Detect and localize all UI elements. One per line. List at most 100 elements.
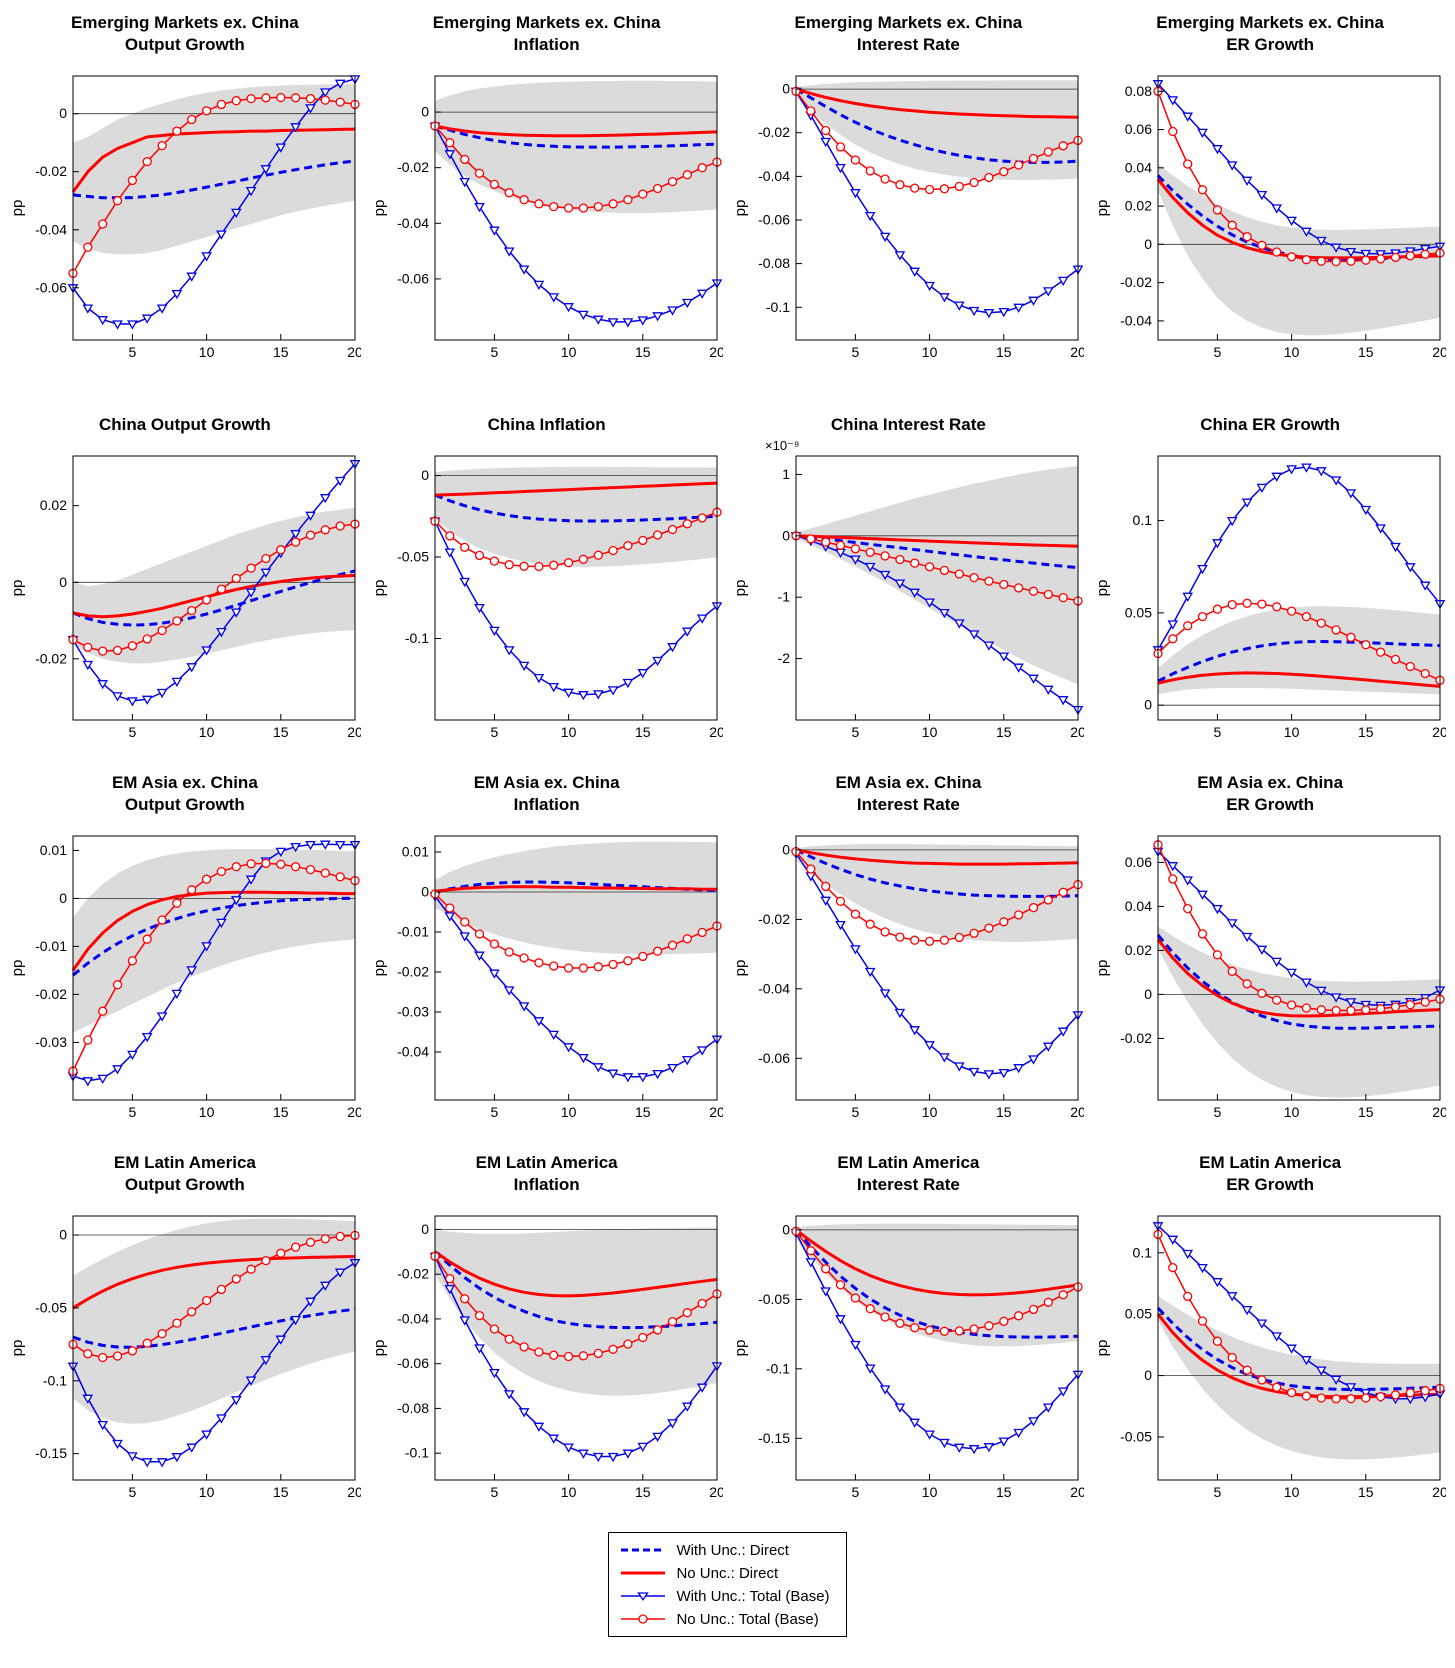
- svg-text:0.05: 0.05: [1125, 604, 1152, 620]
- svg-text:15: 15: [1358, 724, 1374, 740]
- subplot-em-ex-china-output-growth: Emerging Markets ex. China Output Growth…: [4, 6, 366, 382]
- subplot-title-line1: Emerging Markets ex. China: [794, 12, 1023, 32]
- subplot-em-latam-inflation: EM Latin America Inflation 5 10 15 20 0 -0.02…: [366, 1146, 728, 1522]
- subplot-title-line2: Output Growth: [124, 794, 245, 814]
- svg-text:5: 5: [490, 1104, 498, 1120]
- subplot-title: China Output Growth: [99, 386, 271, 436]
- svg-text:10: 10: [922, 344, 938, 360]
- svg-text:20: 20: [347, 1104, 361, 1120]
- legend-label: With Unc.: Direct: [676, 1541, 789, 1559]
- plot-canvas-em-ex-china-er-growth: 5 10 15 20 0.08 0.06 0.04 0.02 0 -0.02 -0.04 pp: [1094, 75, 1446, 360]
- svg-text:10: 10: [1284, 724, 1300, 740]
- svg-text:15: 15: [996, 724, 1012, 740]
- subplot-title-line2: Interest Rate: [856, 34, 960, 54]
- svg-text:0: 0: [783, 841, 791, 857]
- svg-text:15: 15: [273, 1104, 289, 1120]
- svg-text:-0.03: -0.03: [397, 1004, 429, 1020]
- subplot-title-line1: EM Asia ex. China: [111, 772, 258, 792]
- svg-text:-0.05: -0.05: [397, 549, 429, 565]
- svg-text:15: 15: [1358, 344, 1374, 360]
- subplot-title: Emerging Markets ex. China Interest Rate: [795, 6, 1023, 56]
- svg-text:5: 5: [852, 724, 860, 740]
- svg-text:5: 5: [490, 724, 498, 740]
- svg-text:15: 15: [273, 724, 289, 740]
- svg-text:10: 10: [560, 1484, 576, 1500]
- legend-item-with-unc-total: With Unc.: Total (Base): [619, 1587, 830, 1605]
- legend-label: No Unc.: Direct: [676, 1564, 779, 1582]
- subplot-em-asia-inflation: EM Asia ex. China Inflation 5 10 15 20 0.01 0…: [366, 766, 728, 1142]
- svg-text:5: 5: [852, 1104, 860, 1120]
- svg-text:5: 5: [852, 1484, 860, 1500]
- svg-text:0: 0: [1144, 1367, 1152, 1383]
- svg-text:-0.02: -0.02: [35, 650, 67, 666]
- svg-text:-0.1: -0.1: [766, 1360, 790, 1376]
- subplot-title-line1: EM Latin America: [113, 1152, 256, 1172]
- svg-text:0.02: 0.02: [1125, 198, 1152, 214]
- svg-text:10: 10: [1284, 344, 1300, 360]
- svg-text:-0.03: -0.03: [35, 1034, 67, 1050]
- svg-text:×10⁻⁹: ×10⁻⁹: [765, 438, 799, 453]
- svg-text:-0.06: -0.06: [35, 279, 67, 295]
- svg-text:-0.04: -0.04: [758, 980, 790, 996]
- svg-text:0.05: 0.05: [1125, 1306, 1152, 1322]
- subplot-em-ex-china-interest-rate: Emerging Markets ex. China Interest Rate…: [728, 6, 1090, 382]
- svg-text:0.08: 0.08: [1125, 83, 1152, 99]
- subplot-title-line2: Output Growth: [124, 34, 245, 54]
- svg-text:20: 20: [709, 344, 723, 360]
- svg-text:5: 5: [128, 1104, 136, 1120]
- svg-text:0: 0: [421, 467, 429, 483]
- svg-text:15: 15: [635, 724, 651, 740]
- subplot-title-line2: Output Growth: [124, 1174, 245, 1194]
- legend-sample-solid-line-icon: [621, 1571, 666, 1575]
- subplot-china-output-growth: China Output Growth 5 10 15 20 0.02 0 -0.02 pp: [4, 386, 366, 762]
- svg-text:20: 20: [1432, 724, 1446, 740]
- svg-text:-0.02: -0.02: [1120, 1030, 1152, 1046]
- svg-text:5: 5: [852, 344, 860, 360]
- subplot-title-line2: Inflation: [513, 794, 580, 814]
- plot-canvas-china-output-growth: 5 10 15 20 0.02 0 -0.02 pp: [9, 455, 361, 740]
- subplot-title-line1: EM Latin America: [837, 1152, 980, 1172]
- svg-text:0.04: 0.04: [1125, 159, 1152, 175]
- subplot-title: EM Latin America Interest Rate: [837, 1146, 979, 1196]
- svg-text:-0.01: -0.01: [35, 938, 67, 954]
- svg-text:-0.05: -0.05: [35, 1299, 67, 1315]
- svg-text:-0.02: -0.02: [758, 124, 790, 140]
- svg-text:20: 20: [1432, 344, 1446, 360]
- svg-text:-0.05: -0.05: [1120, 1429, 1152, 1445]
- subplot-title: EM Latin America ER Growth: [1199, 1146, 1341, 1196]
- subplot-title-line2: China Output Growth: [98, 414, 271, 434]
- svg-text:pp: pp: [1094, 580, 1111, 597]
- svg-text:pp: pp: [1094, 960, 1111, 977]
- svg-text:pp: pp: [9, 960, 26, 977]
- svg-text:-0.02: -0.02: [758, 911, 790, 927]
- svg-text:20: 20: [347, 344, 361, 360]
- legend-sample-dashed-line-icon: [621, 1548, 666, 1552]
- svg-text:-0.04: -0.04: [397, 1044, 429, 1060]
- subplot-title: Emerging Markets ex. China Output Growth: [71, 6, 299, 56]
- subplot-title: EM Asia ex. China ER Growth: [1197, 766, 1343, 816]
- svg-text:pp: pp: [732, 200, 749, 217]
- plot-canvas-em-latam-inflation: 5 10 15 20 0 -0.02 -0.04 -0.06 -0.08 -0.1 pp: [371, 1215, 723, 1500]
- svg-text:10: 10: [1284, 1484, 1300, 1500]
- subplot-title: EM Latin America Output Growth: [114, 1146, 256, 1196]
- svg-text:15: 15: [1358, 1484, 1374, 1500]
- subplot-em-latam-interest-rate: EM Latin America Interest Rate 5 10 15 20 0 -…: [728, 1146, 1090, 1522]
- svg-text:5: 5: [128, 1484, 136, 1500]
- legend-label: No Unc.: Total (Base): [676, 1610, 819, 1628]
- subplot-title-line1: EM Asia ex. China: [835, 772, 982, 792]
- svg-text:10: 10: [199, 344, 215, 360]
- legend-item-with-unc-direct: With Unc.: Direct: [619, 1541, 829, 1559]
- svg-text:5: 5: [128, 724, 136, 740]
- plot-canvas-china-er-growth: 5 10 15 20 0.1 0.05 0 pp: [1094, 455, 1446, 740]
- svg-text:10: 10: [560, 1104, 576, 1120]
- svg-text:20: 20: [1432, 1484, 1446, 1500]
- subplot-title-line1: EM Asia ex. China: [1197, 772, 1344, 792]
- svg-text:15: 15: [635, 1104, 651, 1120]
- svg-text:20: 20: [709, 724, 723, 740]
- svg-text:pp: pp: [732, 960, 749, 977]
- svg-text:-0.08: -0.08: [397, 1400, 429, 1416]
- svg-text:0: 0: [421, 104, 429, 120]
- legend-item-no-unc-total: No Unc.: Total (Base): [619, 1610, 829, 1628]
- svg-text:10: 10: [1284, 1104, 1300, 1120]
